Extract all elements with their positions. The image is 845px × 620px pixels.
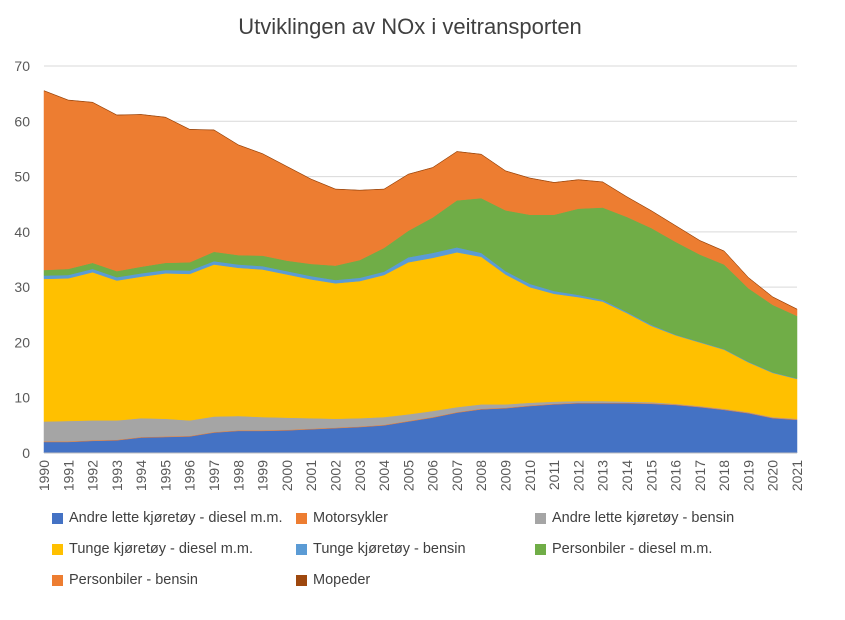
y-tick-label: 60	[14, 113, 30, 129]
x-tick-label: 1996	[182, 460, 198, 491]
x-tick-label: 1999	[255, 460, 271, 491]
x-tick-label: 1997	[206, 460, 222, 491]
x-tick-label: 2015	[643, 460, 659, 491]
y-tick-label: 50	[14, 169, 30, 185]
x-tick-label: 2020	[765, 460, 781, 491]
legend-swatch	[296, 574, 307, 586]
legend-label: Mopeder	[313, 572, 371, 588]
legend-item: Tunge kjøretøy - diesel m.m.	[52, 541, 253, 557]
legend-item: Mopeder	[296, 572, 370, 588]
legend-swatch	[296, 543, 307, 555]
x-axis: 1990 1991 1992 1993 1994 1995 1996 1997 1998 1999…	[36, 452, 805, 491]
legend-swatch	[535, 512, 546, 524]
legend-item: Personbiler - bensin	[52, 572, 198, 588]
x-tick-label: 2017	[692, 460, 708, 491]
x-tick-label: 2006	[425, 460, 441, 491]
x-tick-label: 2008	[473, 460, 489, 491]
legend-item: Personbiler - diesel m.m.	[535, 541, 712, 557]
x-tick-label: 2018	[716, 460, 732, 491]
area-series-7	[43, 90, 798, 310]
legend-label: Tunge kjøretøy - bensin	[313, 541, 466, 557]
legend-label: Andre lette kjøretøy - diesel m.m.	[69, 510, 283, 526]
plot-area: 0 10 20 30 40 50 60 70 1990 1991 1992 1993 1994 1995…	[14, 58, 805, 491]
x-tick-label: 2007	[449, 460, 465, 491]
x-tick-label: 1993	[109, 460, 125, 491]
x-tick-label: 2002	[327, 460, 343, 491]
y-axis: 0 10 20 30 40 50 60 70	[14, 58, 30, 461]
legend-label: Personbiler - bensin	[69, 572, 198, 588]
x-tick-label: 2004	[376, 460, 392, 491]
x-tick-label: 2011	[546, 460, 562, 490]
x-tick-label: 2010	[522, 460, 538, 491]
legend-item: Motorsykler	[296, 510, 388, 526]
y-tick-label: 20	[14, 334, 30, 350]
y-tick-label: 70	[14, 58, 30, 74]
x-tick-label: 2001	[303, 460, 319, 491]
legend-label: Andre lette kjøretøy - bensin	[552, 510, 735, 526]
y-tick-label: 0	[22, 445, 30, 461]
legend-swatch	[52, 574, 63, 586]
legend-swatch	[52, 543, 63, 555]
area-series	[43, 90, 798, 454]
x-tick-label: 1998	[230, 460, 246, 491]
legend-swatch	[296, 512, 307, 524]
x-tick-label: 2012	[570, 460, 586, 491]
x-tick-label: 1990	[36, 460, 52, 491]
x-tick-label: 2021	[789, 460, 805, 491]
chart-title: Utviklingen av NOx i veitransporten	[238, 14, 582, 39]
legend-item: Andre lette kjøretøy - bensin	[535, 510, 734, 526]
legend-swatch	[535, 543, 546, 555]
x-tick-label: 1994	[133, 460, 149, 491]
x-tick-label: 2003	[352, 460, 368, 491]
legend-label: Motorsykler	[313, 510, 388, 526]
y-tick-label: 10	[14, 390, 30, 406]
x-tick-label: 2000	[279, 460, 295, 491]
legend-item: Andre lette kjøretøy - diesel m.m.	[52, 510, 283, 526]
x-tick-label: 2016	[668, 460, 684, 491]
y-tick-label: 40	[14, 224, 30, 240]
x-tick-label: 2014	[619, 460, 635, 491]
x-tick-label: 2009	[498, 460, 514, 491]
x-tick-label: 2019	[740, 460, 756, 491]
x-tick-label: 2013	[595, 460, 611, 491]
x-tick-label: 1991	[60, 460, 76, 491]
legend-label: Personbiler - diesel m.m.	[552, 541, 713, 557]
x-tick-label: 1995	[157, 460, 173, 491]
x-tick-label: 1992	[85, 460, 101, 491]
legend-item: Tunge kjøretøy - bensin	[296, 541, 466, 557]
legend-swatch	[52, 512, 63, 524]
y-tick-label: 30	[14, 279, 30, 295]
legend-label: Tunge kjøretøy - diesel m.m.	[69, 541, 253, 557]
x-tick-label: 2005	[400, 460, 416, 491]
